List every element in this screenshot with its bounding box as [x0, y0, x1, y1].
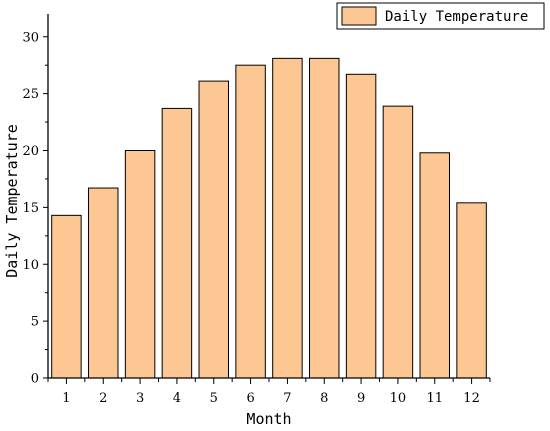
x-tick-label-1: 1 [62, 391, 70, 406]
x-axis: 1 2 3 4 5 6 7 8 9 10 11 12 [47, 377, 491, 406]
y-tick-label-15: 15 [22, 201, 39, 216]
y-tick-label-25: 25 [22, 87, 39, 102]
bar-month-4 [161, 107, 193, 379]
x-tick-label-6: 6 [246, 391, 254, 406]
bar-month-2 [88, 187, 119, 379]
x-tick-label-8: 8 [320, 391, 328, 406]
x-tick-label-10: 10 [390, 391, 407, 406]
legend-swatch [341, 6, 377, 26]
y-axis-title: Daily Temperature [3, 124, 21, 278]
bar-month-12 [456, 202, 487, 379]
x-tick-label-5: 5 [210, 391, 218, 406]
x-tick-label-2: 2 [99, 391, 107, 406]
y-tick-label-5: 5 [31, 315, 39, 330]
y-tick-label-10: 10 [22, 258, 39, 273]
x-tick-label-3: 3 [136, 391, 144, 406]
bar-month-11 [419, 152, 450, 379]
bars-layer [51, 57, 487, 379]
bar-month-8 [309, 57, 340, 379]
x-axis-title: Month [246, 410, 291, 428]
legend: Daily Temperature [336, 2, 545, 30]
y-tick-label-20: 20 [22, 144, 39, 159]
x-tick-label-4: 4 [173, 391, 181, 406]
bar-month-6 [235, 64, 266, 379]
bar-month-3 [124, 150, 156, 379]
bar-month-9 [345, 73, 377, 379]
bar-month-5 [198, 80, 229, 379]
y-axis: 0 5 10 15 20 25 30 [22, 14, 49, 387]
legend-entry-daily-temperature: Daily Temperature [385, 9, 528, 25]
x-tick-label-12: 12 [463, 391, 480, 406]
x-tick-label-11: 11 [426, 391, 443, 406]
y-tick-label-0: 0 [31, 372, 39, 387]
x-tick-label-9: 9 [357, 391, 365, 406]
bar-month-1 [51, 214, 82, 379]
bar-month-7 [272, 57, 303, 379]
bar-month-10 [382, 105, 414, 379]
y-tick-label-30: 30 [22, 30, 39, 45]
x-tick-label-7: 7 [283, 391, 291, 406]
